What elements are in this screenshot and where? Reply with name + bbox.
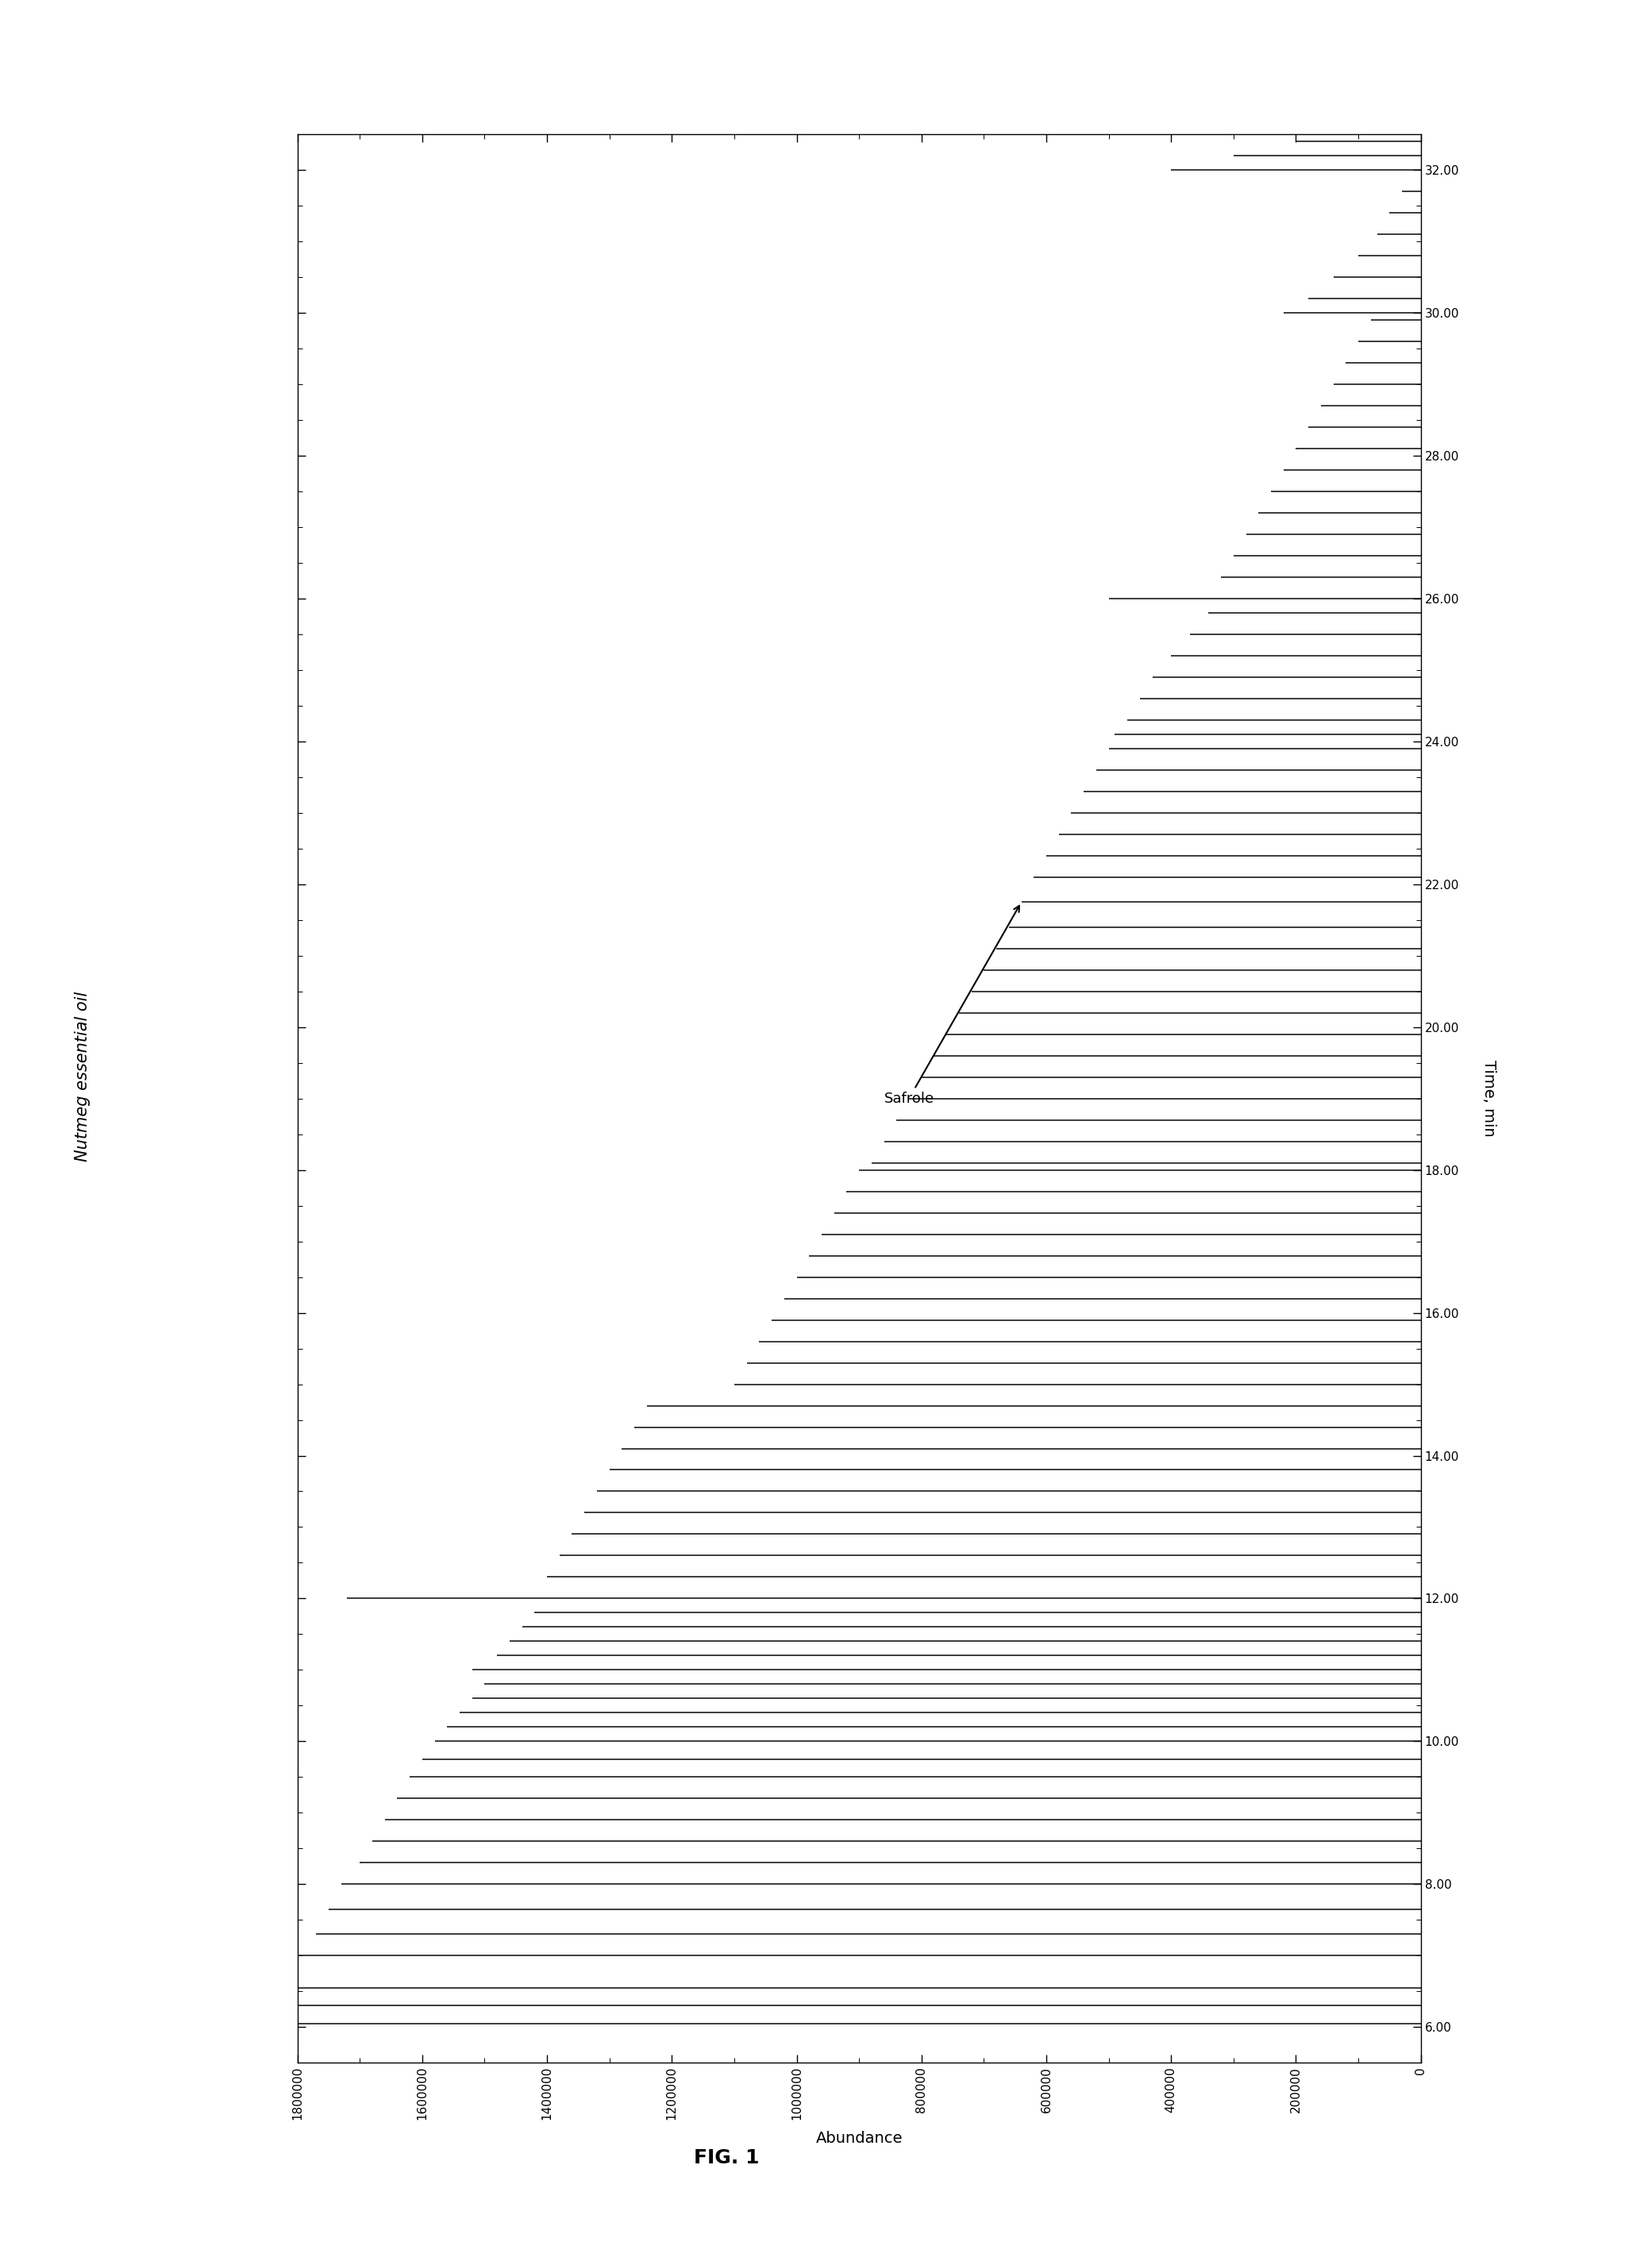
Text: FIG. 1: FIG. 1 xyxy=(694,2148,760,2168)
Y-axis label: Time, min: Time, min xyxy=(1482,1060,1497,1137)
Text: Safrole: Safrole xyxy=(884,906,1019,1105)
X-axis label: Abundance: Abundance xyxy=(816,2132,902,2146)
Text: Nutmeg essential oil: Nutmeg essential oil xyxy=(74,991,91,1161)
